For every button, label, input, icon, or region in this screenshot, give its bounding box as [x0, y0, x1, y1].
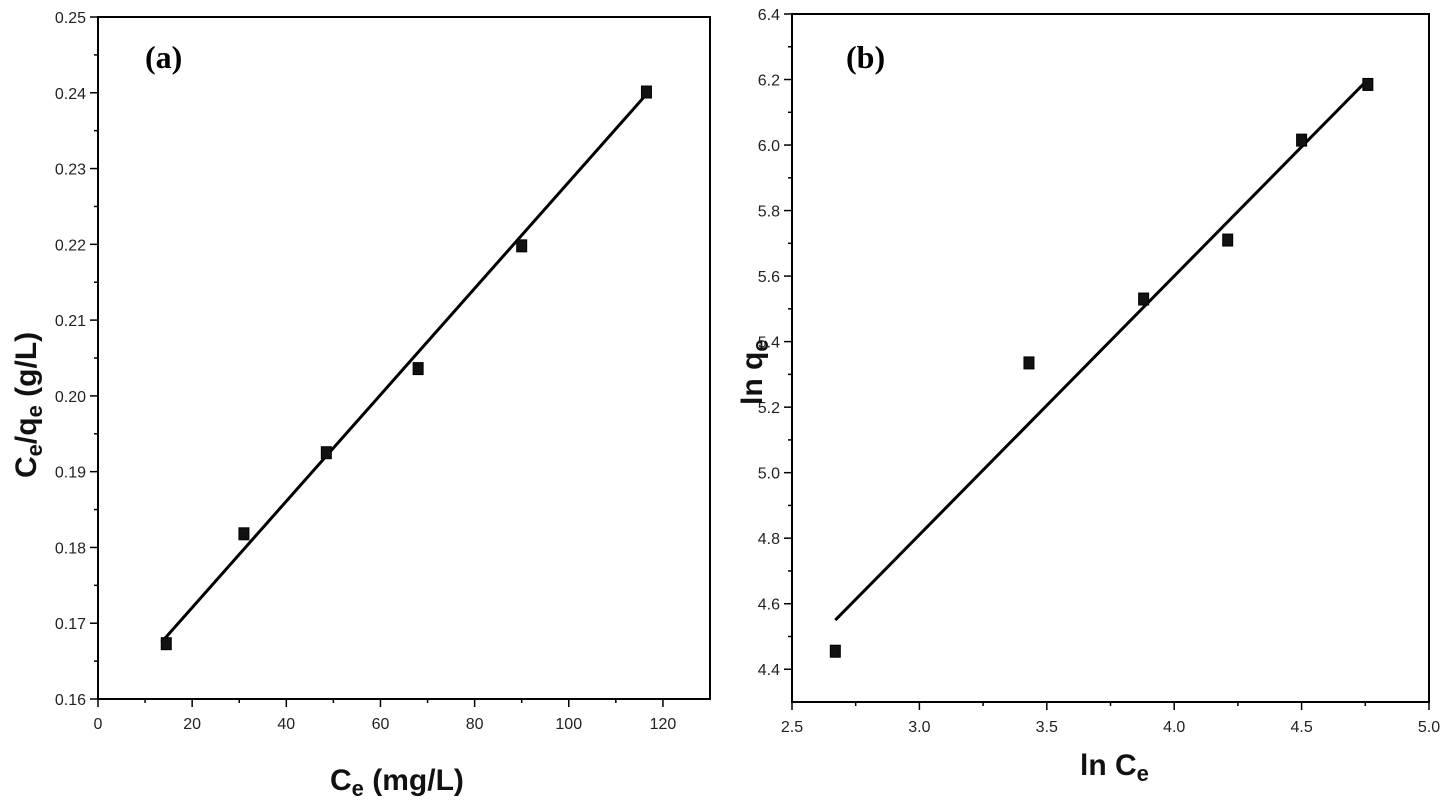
y-tick-label: 4.8 — [758, 531, 780, 548]
data-point — [640, 85, 652, 99]
x-tick-label: 20 — [183, 716, 201, 733]
y-tick-label: 0.23 — [55, 162, 86, 179]
x-tick-label: 100 — [555, 716, 582, 733]
freundlich-plot-panel-b: 2.5 3.0 3.5 4.0 4.5 5.0 4.4 4.6 4.8 5.0 5.2 5.4 5.6… — [736, 7, 1440, 786]
data-point — [1222, 233, 1234, 247]
y-tick-label: 0.19 — [55, 465, 86, 482]
y-tick-label: 0.22 — [55, 237, 86, 254]
x-tick-label: 0 — [94, 716, 103, 733]
x-tick-label: 4.5 — [1290, 719, 1312, 736]
plot-a-fit — [160, 93, 648, 644]
y-tick-label: 6.0 — [758, 138, 780, 155]
y-tick-label: 0.21 — [55, 313, 86, 330]
plot-a-y-ticks: 0.16 0.17 0.18 0.19 0.20 0.21 0.22 0.23 0.24 0.25 — [55, 10, 98, 709]
data-point — [1138, 292, 1150, 306]
plot-a-x-axis-label: Ce (mg/L) — [330, 764, 464, 801]
data-point — [412, 362, 424, 376]
y-tick-label: 0.25 — [55, 10, 86, 27]
data-point — [160, 637, 172, 651]
linear-fit-line — [834, 78, 1369, 622]
data-point — [1296, 133, 1308, 147]
y-tick-label: 5.6 — [758, 269, 780, 286]
linear-fit-line — [160, 93, 648, 644]
data-point — [829, 644, 841, 658]
x-tick-label: 40 — [277, 716, 295, 733]
plot-b-panel-label: (b) — [846, 39, 885, 75]
plot-a-x-ticks: 0 20 40 60 80 100 120 — [94, 699, 677, 733]
data-point — [516, 239, 528, 253]
x-tick-label: 3.0 — [908, 719, 930, 736]
x-tick-label: 80 — [466, 716, 484, 733]
plot-b-points — [829, 77, 1374, 658]
plot-b-fit — [834, 78, 1369, 622]
plot-a-panel-label: (a) — [145, 39, 182, 75]
y-tick-label: 5.0 — [758, 466, 780, 483]
plot-a-y-axis-label: Ce/qe (g/L) — [10, 332, 47, 478]
x-tick-label: 4.0 — [1163, 719, 1185, 736]
y-tick-label: 0.24 — [55, 86, 86, 103]
y-tick-label: 4.4 — [758, 662, 780, 679]
plot-a-points — [160, 85, 652, 651]
y-tick-label: 6.2 — [758, 73, 780, 90]
x-tick-label: 120 — [650, 716, 677, 733]
plot-b-y-ticks: 4.4 4.6 4.8 5.0 5.2 5.4 5.6 5.8 6.0 6.2 6.4 — [758, 7, 792, 679]
x-tick-label: 5.0 — [1418, 719, 1440, 736]
plot-b-y-axis-label: ln qe — [736, 339, 773, 405]
plot-b-x-axis-label: ln Ce — [1080, 749, 1149, 786]
langmuir-plot-panel-a: 0 20 40 60 80 100 120 0.16 0.17 0.18 0.19 0.20 0.21… — [10, 10, 711, 801]
x-tick-label: 2.5 — [781, 719, 803, 736]
y-tick-label: 5.2 — [758, 400, 780, 417]
plot-b-frame — [791, 13, 1430, 703]
x-tick-label: 3.5 — [1036, 719, 1058, 736]
y-tick-label: 6.4 — [758, 7, 780, 24]
y-tick-label: 0.17 — [55, 616, 86, 633]
data-point — [320, 446, 332, 460]
y-tick-label: 0.20 — [55, 389, 86, 406]
data-point — [238, 527, 250, 541]
y-tick-label: 4.6 — [758, 597, 780, 614]
x-tick-label: 60 — [372, 716, 390, 733]
data-point — [1362, 77, 1374, 91]
plot-b-x-ticks: 2.5 3.0 3.5 4.0 4.5 5.0 — [781, 702, 1440, 736]
y-tick-label: 5.4 — [758, 335, 780, 352]
y-tick-label: 0.18 — [55, 540, 86, 557]
data-point — [1023, 356, 1035, 370]
y-tick-label: 0.16 — [55, 692, 86, 709]
plot-a-frame — [97, 16, 711, 700]
y-tick-label: 5.8 — [758, 204, 780, 221]
